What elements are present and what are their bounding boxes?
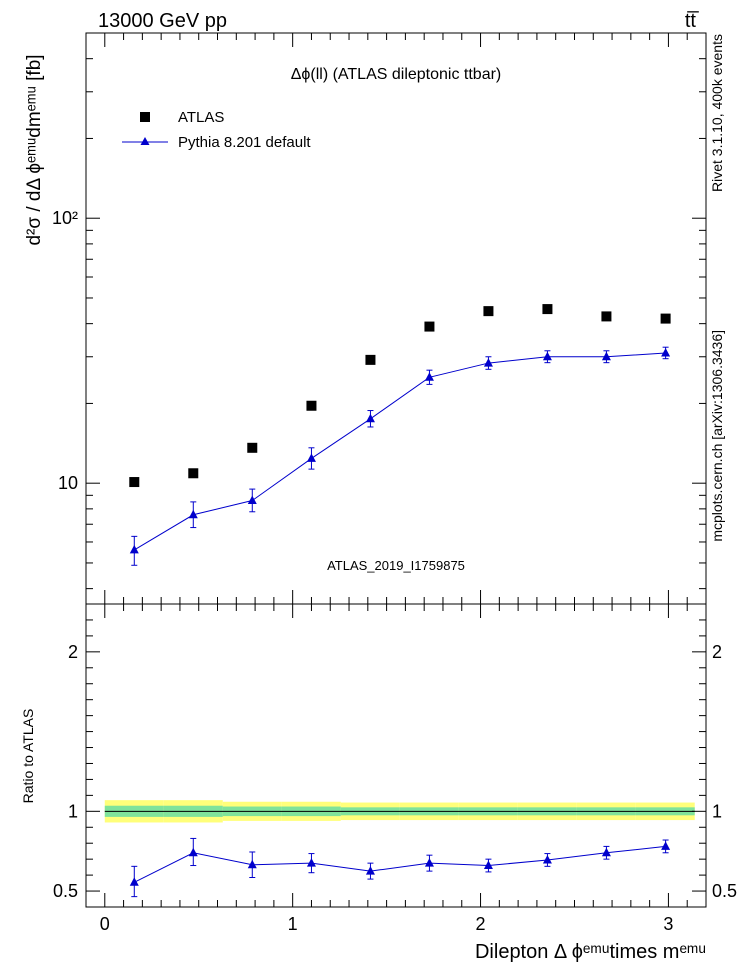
x-tick-label: 0	[100, 914, 110, 934]
main-watermark: ATLAS_2019_I1759875	[327, 558, 465, 573]
ratio-frame	[85, 603, 707, 908]
side-label-rivet: Rivet 3.1.10, 400k events	[709, 34, 725, 192]
ratio-series-line	[134, 845, 666, 883]
main-y-tick-label: 10	[58, 473, 78, 493]
mc-point	[129, 544, 139, 554]
ratio-ticks: 0.5 0.5 1 1 2 2 0 1 2 3	[53, 604, 737, 934]
ratio-point	[188, 847, 198, 857]
side-label-mcplots: mcplots.cern.ch [arXiv:1306.3436]	[709, 330, 725, 542]
main-y-tick-label: 10²	[52, 208, 78, 228]
ratio-y-tick-label-right: 0.5	[712, 881, 737, 901]
header-energy-label: 13000 GeV pp	[98, 10, 227, 32]
legend-atlas-label: ATLAS	[178, 109, 224, 126]
mc-point	[188, 509, 198, 519]
data-point	[424, 321, 435, 332]
data-point	[601, 311, 612, 322]
ratio-marks	[129, 837, 671, 898]
ratio-point	[247, 859, 257, 869]
ratio-point	[542, 854, 552, 864]
ratio-panel: 0.5 0.5 1 1 2 2 0 1 2 3 Ratio to ATLAS Dilepton Δ…	[20, 603, 737, 963]
legend-mc-label: Pythia 8.201 default	[178, 134, 311, 151]
x-tick-label: 1	[288, 914, 298, 934]
x-tick-label: 2	[476, 914, 486, 934]
mc-series-line	[134, 352, 666, 551]
mc-point	[601, 351, 611, 361]
ratio-point	[483, 860, 493, 870]
mc-point	[542, 351, 552, 361]
mc-point	[661, 347, 671, 357]
data-point	[188, 468, 199, 479]
ratio-point	[306, 858, 316, 867]
mc-point	[247, 495, 257, 505]
data-point	[542, 304, 553, 315]
data-point	[129, 477, 140, 488]
ratio-point	[424, 858, 434, 867]
main-marks	[129, 304, 671, 566]
data-point	[660, 313, 671, 324]
x-tick-label: 3	[663, 914, 673, 934]
mc-point	[365, 413, 375, 423]
ratio-y-tick-label: 1	[68, 801, 78, 821]
header-process-label: tt̅	[685, 10, 699, 32]
ratio-point	[601, 847, 611, 857]
main-panel: 10 10² Δϕ(ll) (ATLAS dileptonic ttbar) AT…	[24, 32, 707, 605]
ratio-point	[661, 841, 671, 850]
main-y-axis-label: d²σ / dΔ ϕᵉᵐᵘdmᵉᵐᵘ [fb]	[24, 54, 45, 245]
ratio-y-tick-label-right: 1	[712, 801, 722, 821]
data-point	[247, 442, 258, 453]
ratio-y-tick-label: 2	[68, 642, 78, 662]
x-axis-label: Dilepton Δ ϕᵉᵐᵘtimes mᵉᵐᵘ	[475, 941, 706, 963]
legend: ATLAS Pythia 8.201 default	[122, 109, 311, 151]
ratio-point	[129, 877, 139, 886]
data-point	[306, 400, 317, 411]
legend-atlas-marker	[140, 112, 150, 122]
ratio-y-tick-label: 0.5	[53, 881, 78, 901]
ratio-point	[365, 866, 375, 875]
main-title: Δϕ(ll) (ATLAS dileptonic ttbar)	[291, 66, 502, 83]
data-point	[365, 354, 376, 365]
mc-point	[483, 358, 493, 367]
mc-point	[424, 372, 434, 381]
ratio-bands	[104, 800, 695, 823]
data-point	[483, 306, 494, 317]
legend-mc-marker	[140, 137, 150, 145]
mc-point	[306, 453, 316, 462]
ratio-y-tick-label-right: 2	[712, 642, 722, 662]
ratio-y-axis-label: Ratio to ATLAS	[20, 709, 36, 804]
